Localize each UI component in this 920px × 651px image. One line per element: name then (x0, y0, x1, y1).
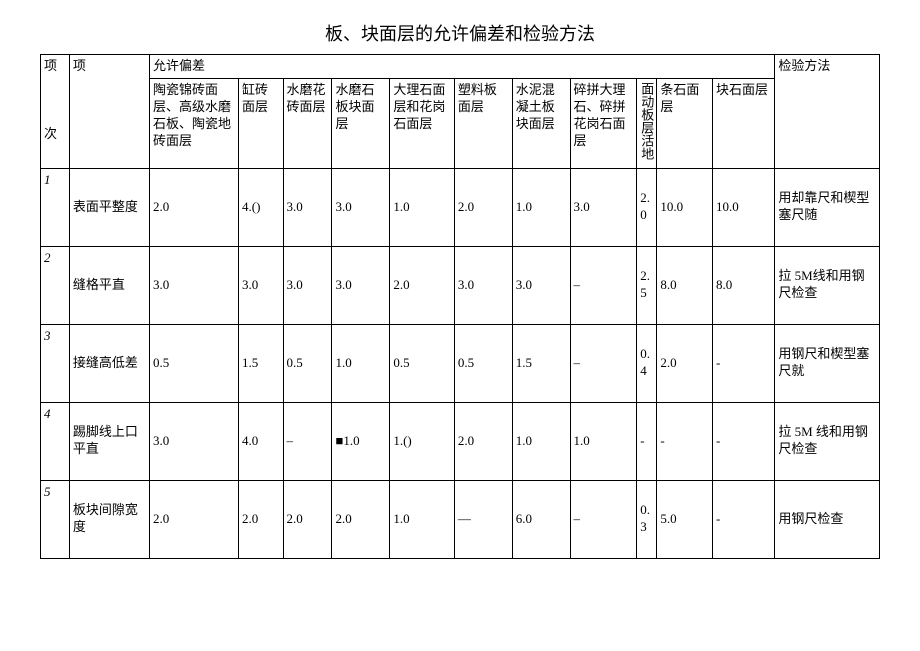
header-index: 项 次 (41, 55, 70, 169)
col-header-4: 大理石面层和花岗石面层 (390, 78, 455, 168)
row-method: 拉 5M 线和用钢尺检查 (775, 402, 880, 480)
row-method: 用钢尺和楔型塞尺就 (775, 324, 880, 402)
cell-value: 1.() (390, 402, 455, 480)
row-item: 缝格平直 (69, 246, 149, 324)
cell-value: 0.4 (637, 324, 657, 402)
col-header-8: 面动板层活地 (637, 78, 657, 168)
cell-value: 2.0 (150, 168, 239, 246)
cell-value: 2.5 (637, 246, 657, 324)
row-method: 拉 5M线和用钢尺检查 (775, 246, 880, 324)
col-header-0: 陶瓷锦砖面层、高级水磨石板、陶瓷地砖面层 (150, 78, 239, 168)
cell-value: – (570, 246, 637, 324)
cell-value: 4.0 (239, 402, 284, 480)
col-header-10: 块石面层 (712, 78, 774, 168)
deviation-table: 项 次 项 允许偏差 检验方法 陶瓷锦砖面层、高级水磨石板、陶瓷地砖面层 缸砖面… (40, 54, 880, 559)
cell-value: 6.0 (512, 480, 570, 558)
cell-value: 0.3 (637, 480, 657, 558)
cell-value: – (283, 402, 332, 480)
cell-value: 10.0 (657, 168, 713, 246)
row-item: 踢脚线上口平直 (69, 402, 149, 480)
cell-value: 1.0 (512, 168, 570, 246)
cell-value: 3.0 (283, 168, 332, 246)
table-row: 5板块间隙宽度2.02.02.02.01.0—6.0–0.35.0-用钢尺检查 (41, 480, 880, 558)
cell-value: 3.0 (332, 246, 390, 324)
row-item: 表面平整度 (69, 168, 149, 246)
cell-value: 0.5 (283, 324, 332, 402)
cell-value: 0.5 (454, 324, 512, 402)
cell-value: 3.0 (283, 246, 332, 324)
cell-value: - (637, 402, 657, 480)
cell-value: 1.0 (390, 168, 455, 246)
header-deviation-group: 允许偏差 (150, 55, 775, 79)
cell-value: 1.0 (332, 324, 390, 402)
row-method: 用钢尺检查 (775, 480, 880, 558)
cell-value: 1.0 (390, 480, 455, 558)
cell-value: 0.5 (390, 324, 455, 402)
cell-value: 8.0 (712, 246, 774, 324)
cell-value: 3.0 (454, 246, 512, 324)
table-row: 3接缝高低差0.51.50.51.00.50.51.5–0.42.0-用钢尺和楔… (41, 324, 880, 402)
cell-value: - (712, 402, 774, 480)
cell-value: 3.0 (570, 168, 637, 246)
cell-value: 3.0 (150, 246, 239, 324)
cell-value: 2.0 (239, 480, 284, 558)
row-item: 板块间隙宽度 (69, 480, 149, 558)
header-method: 检验方法 (775, 55, 880, 169)
col-header-1: 缸砖面层 (239, 78, 284, 168)
cell-value: 1.5 (512, 324, 570, 402)
cell-value: ■1.0 (332, 402, 390, 480)
cell-value: 3.0 (239, 246, 284, 324)
cell-value: 3.0 (150, 402, 239, 480)
row-index: 5 (41, 480, 70, 558)
cell-value: 2.0 (657, 324, 713, 402)
cell-value: 3.0 (332, 168, 390, 246)
cell-value: 0.5 (150, 324, 239, 402)
cell-value: 1.0 (570, 402, 637, 480)
cell-value: 2.0 (150, 480, 239, 558)
header-index-bottom: 次 (44, 126, 57, 141)
cell-value: – (570, 324, 637, 402)
col-header-6: 水泥混凝土板块面层 (512, 78, 570, 168)
table-row: 4踢脚线上口平直3.04.0–■1.01.()2.01.01.0---拉 5M … (41, 402, 880, 480)
cell-value: 2.0 (283, 480, 332, 558)
cell-value: — (454, 480, 512, 558)
row-index: 2 (41, 246, 70, 324)
cell-value: 1.5 (239, 324, 284, 402)
col-header-5: 塑料板面层 (454, 78, 512, 168)
cell-value: 8.0 (657, 246, 713, 324)
col-header-2: 水磨花砖面层 (283, 78, 332, 168)
row-item: 接缝高低差 (69, 324, 149, 402)
col-header-9: 条石面层 (657, 78, 713, 168)
cell-value: 1.0 (512, 402, 570, 480)
row-index: 4 (41, 402, 70, 480)
cell-value: 4.() (239, 168, 284, 246)
header-item: 项 (69, 55, 149, 169)
cell-value: 2.0 (390, 246, 455, 324)
header-index-top: 项 (44, 58, 57, 73)
cell-value: - (657, 402, 713, 480)
col-header-7: 碎拼大理石、碎拼花岗石面层 (570, 78, 637, 168)
table-row: 1表面平整度2.04.()3.03.01.02.01.03.02.010.010… (41, 168, 880, 246)
cell-value: 5.0 (657, 480, 713, 558)
table-row: 2缝格平直3.03.03.03.02.03.03.0–2.58.08.0拉 5M… (41, 246, 880, 324)
row-index: 1 (41, 168, 70, 246)
row-method: 用却靠尺和楔型塞尺随 (775, 168, 880, 246)
row-index: 3 (41, 324, 70, 402)
cell-value: – (570, 480, 637, 558)
cell-value: 2.0 (454, 168, 512, 246)
cell-value: 10.0 (712, 168, 774, 246)
cell-value: 2.0 (332, 480, 390, 558)
cell-value: - (712, 324, 774, 402)
page-title: 板、块面层的允许偏差和检验方法 (40, 20, 880, 46)
cell-value: - (712, 480, 774, 558)
cell-value: 3.0 (512, 246, 570, 324)
cell-value: 2.0 (637, 168, 657, 246)
col-header-3: 水磨石板块面层 (332, 78, 390, 168)
cell-value: 2.0 (454, 402, 512, 480)
